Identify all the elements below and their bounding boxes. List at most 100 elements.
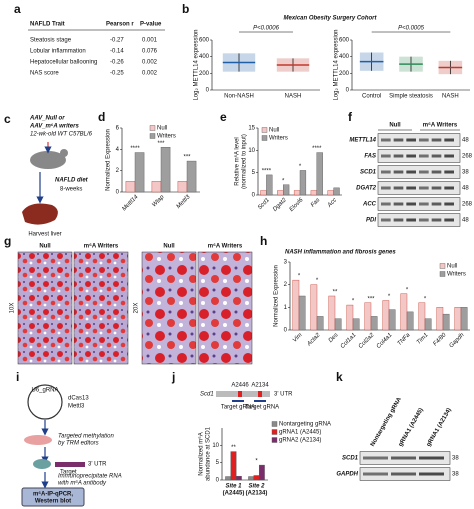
table-header: Pearson r — [106, 22, 134, 28]
band — [381, 218, 391, 222]
y-axis-label: Normalized m⁶A — [198, 432, 205, 475]
column-label: Nontargeting gRNA — [370, 396, 403, 448]
panel-label: j — [171, 370, 175, 384]
chart-title: Mexican Obesity Surgery Cohort — [283, 16, 377, 22]
band — [419, 218, 429, 222]
y-tick-label: 200 — [339, 71, 350, 77]
label: AAV_Null or — [29, 116, 65, 122]
band — [406, 138, 416, 142]
significance: **** — [130, 146, 140, 152]
legend-swatch — [439, 271, 446, 277]
dcas13 — [33, 459, 51, 469]
legend-swatch — [149, 133, 156, 139]
bar — [424, 318, 432, 331]
table-cell: 0.002 — [142, 71, 158, 77]
y-tick-label: 400 — [199, 54, 210, 60]
kda-label: 48 — [462, 138, 469, 144]
column-label: Null — [389, 123, 401, 129]
bar — [364, 302, 372, 331]
y-tick-label: 600 — [199, 38, 210, 44]
bar — [260, 190, 267, 196]
utr-bar — [55, 462, 85, 467]
bar — [248, 476, 255, 481]
y-tick-label: 1 — [284, 305, 288, 311]
y-tick-label: 2 — [284, 282, 288, 288]
y-tick-label: 400 — [339, 54, 350, 60]
band — [431, 154, 442, 158]
x-tick-label: Site 1 — [225, 484, 242, 490]
chart-title: NASH inflammation and fibrosis genes — [285, 250, 396, 256]
bar — [442, 313, 450, 331]
legend-swatch — [261, 135, 268, 141]
y-tick-label: 5 — [216, 460, 220, 466]
legend-swatch — [439, 263, 446, 269]
y-tick-label: 0 — [116, 190, 120, 196]
blot-label: DGAT2 — [356, 186, 377, 192]
significance: * — [255, 459, 258, 465]
y-tick-label: 0 — [284, 328, 288, 334]
label: NAFLD diet — [55, 178, 89, 184]
label: Targeted methylation — [58, 434, 114, 440]
table-cell: Hepatocellular ballooning — [30, 60, 97, 66]
legend-label: Writers — [157, 134, 176, 140]
x-tick-label: Col4a1 — [376, 332, 394, 350]
bar — [406, 311, 414, 331]
x-tick-label: Des — [328, 332, 340, 344]
site-mark — [258, 391, 262, 397]
x-tick-label: Dgat2 — [272, 197, 288, 213]
x-tick-label: Mettl3 — [176, 194, 192, 210]
legend-label: Null — [447, 264, 457, 270]
band — [363, 456, 388, 460]
legend-label: gRNA2 (A2134) — [279, 438, 321, 444]
y-tick-label: 10 — [212, 443, 219, 449]
band — [393, 186, 404, 190]
y-tick-label: 4 — [116, 147, 120, 153]
legend-label: Writers — [447, 272, 466, 278]
y-axis-label: Normalized Expression — [274, 265, 280, 327]
table-cell: -0.25 — [110, 71, 124, 77]
x-tick-label: Gapdh — [449, 332, 466, 349]
bar — [160, 146, 171, 193]
x-tick-label: Fas — [310, 197, 321, 208]
band — [419, 186, 429, 190]
blot-label: SCD1 — [360, 170, 377, 176]
x-tick-label: (A2134) — [246, 491, 268, 497]
table-cell: -0.14 — [110, 49, 124, 55]
label: m⁶A-IP-qPCR, — [33, 492, 73, 498]
legend-label: Null — [157, 126, 167, 132]
bar — [352, 318, 360, 331]
bar — [299, 170, 307, 196]
x-tick-label: Non-NASH — [224, 94, 254, 100]
y-tick-label: 600 — [339, 38, 350, 44]
bar — [298, 295, 306, 331]
bar — [316, 152, 323, 196]
band — [431, 218, 442, 222]
label: dCas13 — [68, 396, 89, 402]
band — [381, 202, 391, 206]
band — [419, 202, 429, 206]
band — [419, 154, 429, 158]
x-tick-label: TNFa — [397, 332, 412, 347]
bar — [277, 190, 284, 196]
label: Target — [60, 470, 77, 476]
label: with m⁶A antibody — [58, 480, 107, 487]
table-cell: 0.002 — [142, 60, 158, 66]
y-tick-label: 5 — [252, 170, 256, 176]
y-axis-label: (normalized to input) — [242, 134, 248, 189]
y-tick-label: 3 — [284, 260, 288, 266]
significance: ** — [333, 290, 338, 296]
label: U6_gRNA — [31, 388, 58, 394]
legend-swatch — [261, 127, 268, 133]
mouse-icon — [30, 151, 66, 169]
x-tick-label: Col1a1 — [340, 332, 358, 350]
bar — [316, 316, 324, 331]
bar — [400, 293, 408, 331]
bar — [346, 304, 354, 331]
band — [419, 138, 429, 142]
bar — [418, 302, 426, 331]
y-tick-label: 2 — [116, 168, 120, 174]
target-mark — [232, 400, 244, 402]
bar — [134, 152, 145, 193]
label: Western blot — [35, 499, 71, 505]
